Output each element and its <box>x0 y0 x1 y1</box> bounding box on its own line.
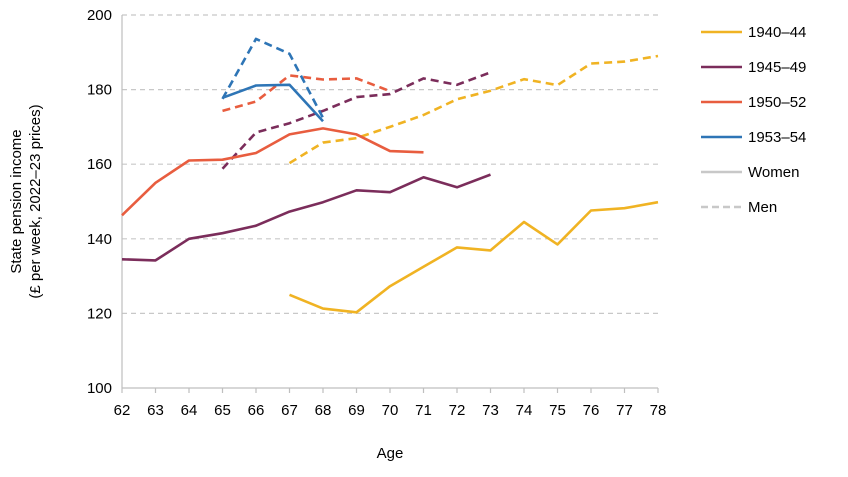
x-tick-label: 65 <box>214 402 231 419</box>
y-tick-label: 180 <box>87 82 112 99</box>
gridlines <box>122 14 658 314</box>
x-tick-label: 73 <box>482 402 499 419</box>
series-lines <box>121 37 659 314</box>
legend-label: 1945–49 <box>748 59 806 76</box>
x-tick-label: 63 <box>147 402 164 419</box>
x-tick-label: 76 <box>583 402 600 419</box>
legend-label: Women <box>748 164 799 181</box>
legend-label: 1950–52 <box>748 94 806 111</box>
y-tick-labels: 100 120 140 160 180 200 <box>87 7 112 397</box>
x-tick-labels: 62 63 64 65 66 67 68 69 70 71 72 73 74 75 76 77 78 <box>114 388 667 419</box>
x-tick-label: 66 <box>248 402 265 419</box>
legend-label: 1953–54 <box>748 129 806 146</box>
y-tick-label: 100 <box>87 380 112 397</box>
legend-label: Men <box>748 199 777 216</box>
y-tick-label: 120 <box>87 305 112 322</box>
series-line-1950-52-women <box>121 127 424 217</box>
legend-label: 1940–44 <box>748 24 806 41</box>
y-tick-label: 200 <box>87 7 112 24</box>
x-tick-label: 78 <box>650 402 667 419</box>
series-line-1950-52-men <box>222 74 391 113</box>
x-tick-label: 64 <box>181 402 198 419</box>
x-axis-title: Age <box>377 445 404 462</box>
series-line-1945-49-men <box>221 71 491 170</box>
x-tick-label: 67 <box>281 402 298 419</box>
x-tick-label: 62 <box>114 402 131 419</box>
y-tick-label: 160 <box>87 156 112 173</box>
series-line-1940-44-women <box>289 200 659 314</box>
series-line-1940-44-men <box>288 54 659 165</box>
x-tick-label: 68 <box>315 402 332 419</box>
x-tick-label: 72 <box>449 402 466 419</box>
x-tick-label: 77 <box>616 402 633 419</box>
x-tick-label: 71 <box>415 402 432 419</box>
y-axis-title: State pension income (£ per week, 2022–2… <box>8 104 44 298</box>
x-tick-label: 74 <box>516 402 533 419</box>
axes <box>121 15 658 389</box>
x-tick-label: 70 <box>382 402 399 419</box>
x-tick-label: 75 <box>549 402 566 419</box>
series-line-1945-49-women <box>121 173 491 262</box>
x-tick-label: 69 <box>348 402 365 419</box>
legend: 1940–44 1945–49 1950–52 1953–54 Women Men <box>701 24 806 216</box>
y-axis-title-line2: (£ per week, 2022–23 prices) <box>27 104 44 298</box>
y-axis-title-line1: State pension income <box>8 129 25 273</box>
y-tick-label: 140 <box>87 231 112 248</box>
series-line-1953-54-women <box>222 83 324 123</box>
